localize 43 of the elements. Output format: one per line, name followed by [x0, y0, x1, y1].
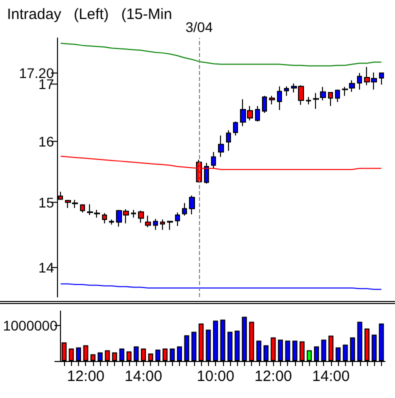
candlestick	[138, 210, 144, 224]
candlestick	[160, 219, 165, 230]
candlestick	[306, 96, 311, 105]
y-tick-label: 14	[38, 260, 54, 276]
y-tick-label: 1000000	[2, 317, 58, 334]
x-tick-label: 14:00	[124, 368, 162, 385]
candlestick	[182, 202, 187, 216]
candlestick	[109, 219, 114, 226]
candlestick	[211, 152, 216, 169]
candlestick	[313, 92, 319, 110]
candlestick	[80, 204, 85, 213]
x-tick-label: 12:00	[254, 368, 292, 385]
candlestick	[379, 72, 384, 86]
candlestick	[145, 215, 151, 228]
candlestick	[204, 162, 209, 184]
y-tick-label: 16	[38, 133, 54, 150]
candlestick	[342, 86, 348, 96]
candlestick	[131, 209, 136, 218]
candlestick	[277, 86, 282, 111]
chart-title: Intraday (Left) (15-Min	[7, 6, 172, 23]
candlestick	[189, 194, 195, 215]
candlestick	[320, 86, 326, 101]
candlestick	[167, 220, 173, 230]
candlestick	[175, 212, 180, 226]
candlestick	[153, 218, 158, 230]
candlestick	[335, 89, 340, 103]
y-tick-label: 15	[38, 194, 54, 210]
candlestick	[284, 86, 289, 96]
candlestick	[269, 95, 275, 105]
candlestick	[102, 212, 107, 224]
x-tick-label: 12:00	[66, 368, 105, 385]
candlestick	[328, 92, 333, 107]
candlestick	[233, 121, 238, 136]
candlestick	[357, 72, 362, 90]
x-tick-label: 14:00	[312, 368, 350, 385]
candlestick	[226, 130, 231, 152]
candlestick	[218, 134, 224, 158]
candlestick	[349, 80, 355, 92]
x-tick-label: 3/04	[186, 19, 213, 35]
x-tick-label: 10:00	[196, 368, 234, 385]
candlestick	[255, 106, 260, 122]
candlestick	[262, 95, 267, 114]
line-series	[60, 42, 382, 66]
